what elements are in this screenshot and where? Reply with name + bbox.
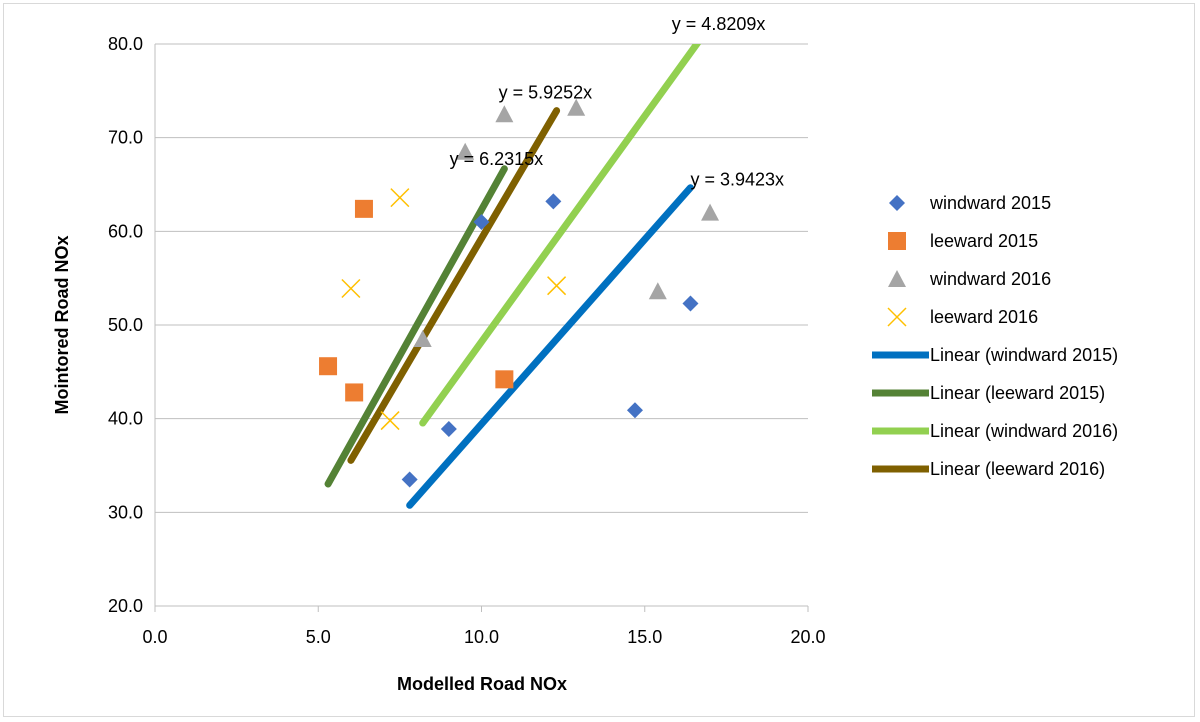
data-point — [547, 276, 567, 296]
axes: 20.0 30.0 40.0 50.0 60.0 70.0 80.0 0.0 5.0 10.0 15… — [108, 34, 826, 647]
trendline-equations: y = 3.9423x y = 6.2315x y = 4.8209x y = 5.9… — [450, 14, 784, 190]
legend-item: windward 2016 — [888, 269, 1051, 289]
y-tick-label: 50.0 — [108, 315, 143, 335]
legend-marker — [887, 307, 907, 327]
legend-item: Linear (windward 2016) — [872, 421, 1118, 441]
data-point — [473, 213, 490, 230]
data-point — [345, 383, 364, 402]
data-point — [567, 98, 586, 116]
y-tick-label: 80.0 — [108, 34, 143, 54]
y-tick-label: 70.0 — [108, 128, 143, 148]
legend-item: Linear (leeward 2016) — [872, 459, 1105, 479]
data-point — [495, 105, 514, 123]
legend-item: Linear (windward 2015) — [872, 345, 1118, 365]
legend-item: Linear (leeward 2015) — [872, 383, 1105, 403]
y-tick-label: 30.0 — [108, 502, 143, 522]
trendline — [347, 107, 561, 464]
y-tick-label: 20.0 — [108, 596, 143, 616]
x-tick-label: 15.0 — [627, 627, 662, 647]
y-tick-label: 60.0 — [108, 221, 143, 241]
data-point — [648, 282, 667, 300]
series-leeward-2015 — [319, 199, 514, 402]
legend-label: windward 2016 — [929, 269, 1051, 289]
x-axis-title: Modelled Road NOx — [397, 674, 567, 694]
data-point — [456, 142, 475, 160]
gridlines — [155, 43, 808, 513]
legend-item: leeward 2015 — [888, 231, 1038, 251]
trendline-equation: y = 6.2315x — [450, 149, 544, 169]
series-leeward-2016 — [341, 188, 567, 431]
legend: windward 2015 leeward 2015 windward 2016 le… — [872, 193, 1118, 479]
x-tick-label: 10.0 — [464, 627, 499, 647]
data-point — [390, 188, 410, 208]
legend-marker — [888, 232, 906, 250]
data-point — [380, 411, 400, 431]
legend-label: leeward 2015 — [930, 231, 1038, 251]
legend-label: Linear (leeward 2015) — [930, 383, 1105, 403]
legend-label: leeward 2016 — [930, 307, 1038, 327]
data-point — [319, 357, 338, 376]
legend-marker — [889, 195, 905, 211]
data-point — [341, 278, 361, 299]
data-point — [701, 203, 720, 221]
trendline — [324, 165, 508, 488]
data-point — [440, 420, 457, 437]
trendline-equation: y = 5.9252x — [499, 83, 593, 103]
x-tick-label: 20.0 — [790, 627, 825, 647]
series-windward-2015 — [401, 193, 699, 488]
trendlines — [324, 44, 702, 509]
y-tick-label: 40.0 — [108, 409, 143, 429]
data-point — [401, 471, 418, 488]
trendline-equation: y = 3.9423x — [690, 170, 784, 190]
legend-label: Linear (windward 2016) — [930, 421, 1118, 441]
legend-label: Linear (leeward 2016) — [930, 459, 1105, 479]
legend-label: windward 2015 — [929, 193, 1051, 213]
trendline-equation: y = 4.8209x — [672, 14, 766, 34]
trendline — [419, 44, 702, 427]
trendline — [406, 184, 694, 509]
data-point — [413, 330, 432, 348]
legend-label: Linear (windward 2015) — [930, 345, 1118, 365]
data-point — [495, 370, 514, 389]
legend-item: windward 2015 — [889, 193, 1051, 213]
y-axis-title: Mointored Road NOx — [52, 236, 72, 415]
data-point — [545, 193, 562, 210]
data-point — [354, 199, 373, 218]
chart-frame — [3, 3, 1195, 717]
data-point — [682, 295, 699, 312]
data-points — [319, 98, 720, 488]
legend-marker — [888, 270, 906, 287]
x-tick-label: 5.0 — [306, 627, 331, 647]
x-tick-label: 0.0 — [142, 627, 167, 647]
series-windward-2016 — [413, 98, 720, 348]
data-point — [626, 402, 643, 419]
legend-item: leeward 2016 — [887, 307, 1038, 327]
